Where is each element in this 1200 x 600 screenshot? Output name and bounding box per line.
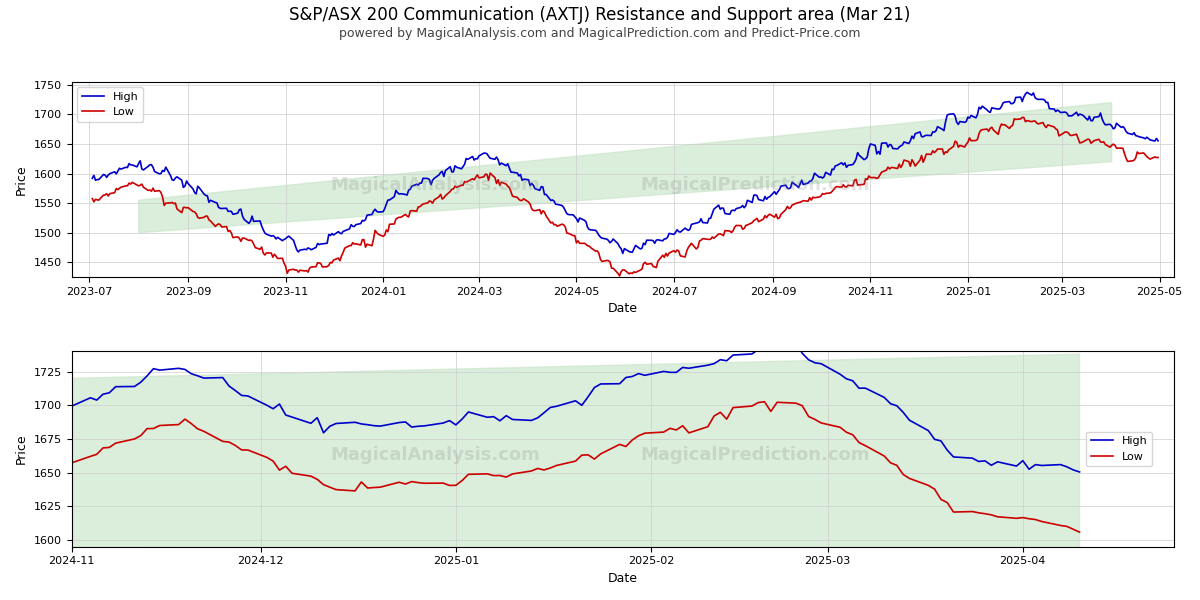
Text: MagicalAnalysis.com: MagicalAnalysis.com bbox=[330, 446, 540, 464]
Line: Low: Low bbox=[72, 402, 1080, 532]
Text: MagicalPrediction.com: MagicalPrediction.com bbox=[641, 176, 870, 194]
Text: MagicalAnalysis.com: MagicalAnalysis.com bbox=[330, 176, 540, 194]
X-axis label: Date: Date bbox=[607, 572, 637, 585]
Polygon shape bbox=[139, 103, 1111, 233]
Text: powered by MagicalAnalysis.com and MagicalPrediction.com and Predict-Price.com: powered by MagicalAnalysis.com and Magic… bbox=[340, 27, 860, 40]
Text: MagicalPrediction.com: MagicalPrediction.com bbox=[641, 446, 870, 464]
Line: Low: Low bbox=[92, 118, 1158, 276]
X-axis label: Date: Date bbox=[607, 302, 637, 316]
Polygon shape bbox=[72, 354, 1080, 556]
Text: S&P/ASX 200 Communication (AXTJ) Resistance and Support area (Mar 21): S&P/ASX 200 Communication (AXTJ) Resista… bbox=[289, 6, 911, 24]
Line: High: High bbox=[92, 92, 1158, 253]
Line: High: High bbox=[72, 340, 1080, 472]
Y-axis label: Price: Price bbox=[16, 434, 28, 464]
Legend: High, Low: High, Low bbox=[77, 88, 143, 122]
Legend: High, Low: High, Low bbox=[1086, 432, 1152, 466]
Y-axis label: Price: Price bbox=[16, 164, 28, 195]
